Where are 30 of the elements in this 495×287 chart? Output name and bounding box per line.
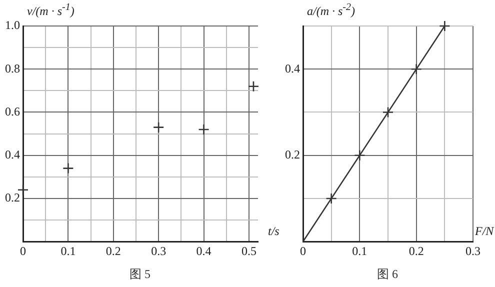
x-tick-label: 0.5 (241, 244, 256, 258)
y-tick-label: 0.8 (5, 61, 20, 76)
y-tick-label: 0.2 (5, 190, 20, 205)
x-tick-label: 0 (20, 244, 26, 258)
x-tick-label: 0.2 (106, 244, 121, 258)
point (152, 122, 164, 133)
caption: 图 5 (128, 266, 152, 283)
point (439, 20, 450, 32)
x-axis-title: F/N (475, 224, 494, 239)
x-tick-label: 0.3 (466, 244, 480, 258)
point (326, 192, 337, 204)
point (354, 150, 366, 162)
y-tick-label: 0.4 (5, 148, 20, 162)
point (410, 63, 422, 75)
y-axis-title: v/(m · s$^{-1}$) (27, 2, 74, 19)
x-axis-title: t/s (268, 224, 280, 239)
point (382, 106, 394, 118)
point (62, 162, 74, 174)
point (248, 80, 260, 92)
x-tick-label: 0.1 (60, 244, 76, 258)
x-tick-label: 0.4 (196, 244, 212, 258)
x-tick-label: 0.3 (151, 244, 166, 258)
point (198, 124, 210, 136)
y-axis-title: a/(m · s$^{-2}$) (307, 2, 356, 19)
caption: 图 6 (376, 266, 399, 283)
y-tick-label: 0.6 (5, 104, 20, 118)
x-tick-label: 0 (300, 244, 306, 258)
x-tick-label: 0.1 (352, 244, 368, 258)
y-tick-label: 1.0 (5, 18, 20, 32)
x-tick-label: 0.2 (408, 244, 424, 258)
